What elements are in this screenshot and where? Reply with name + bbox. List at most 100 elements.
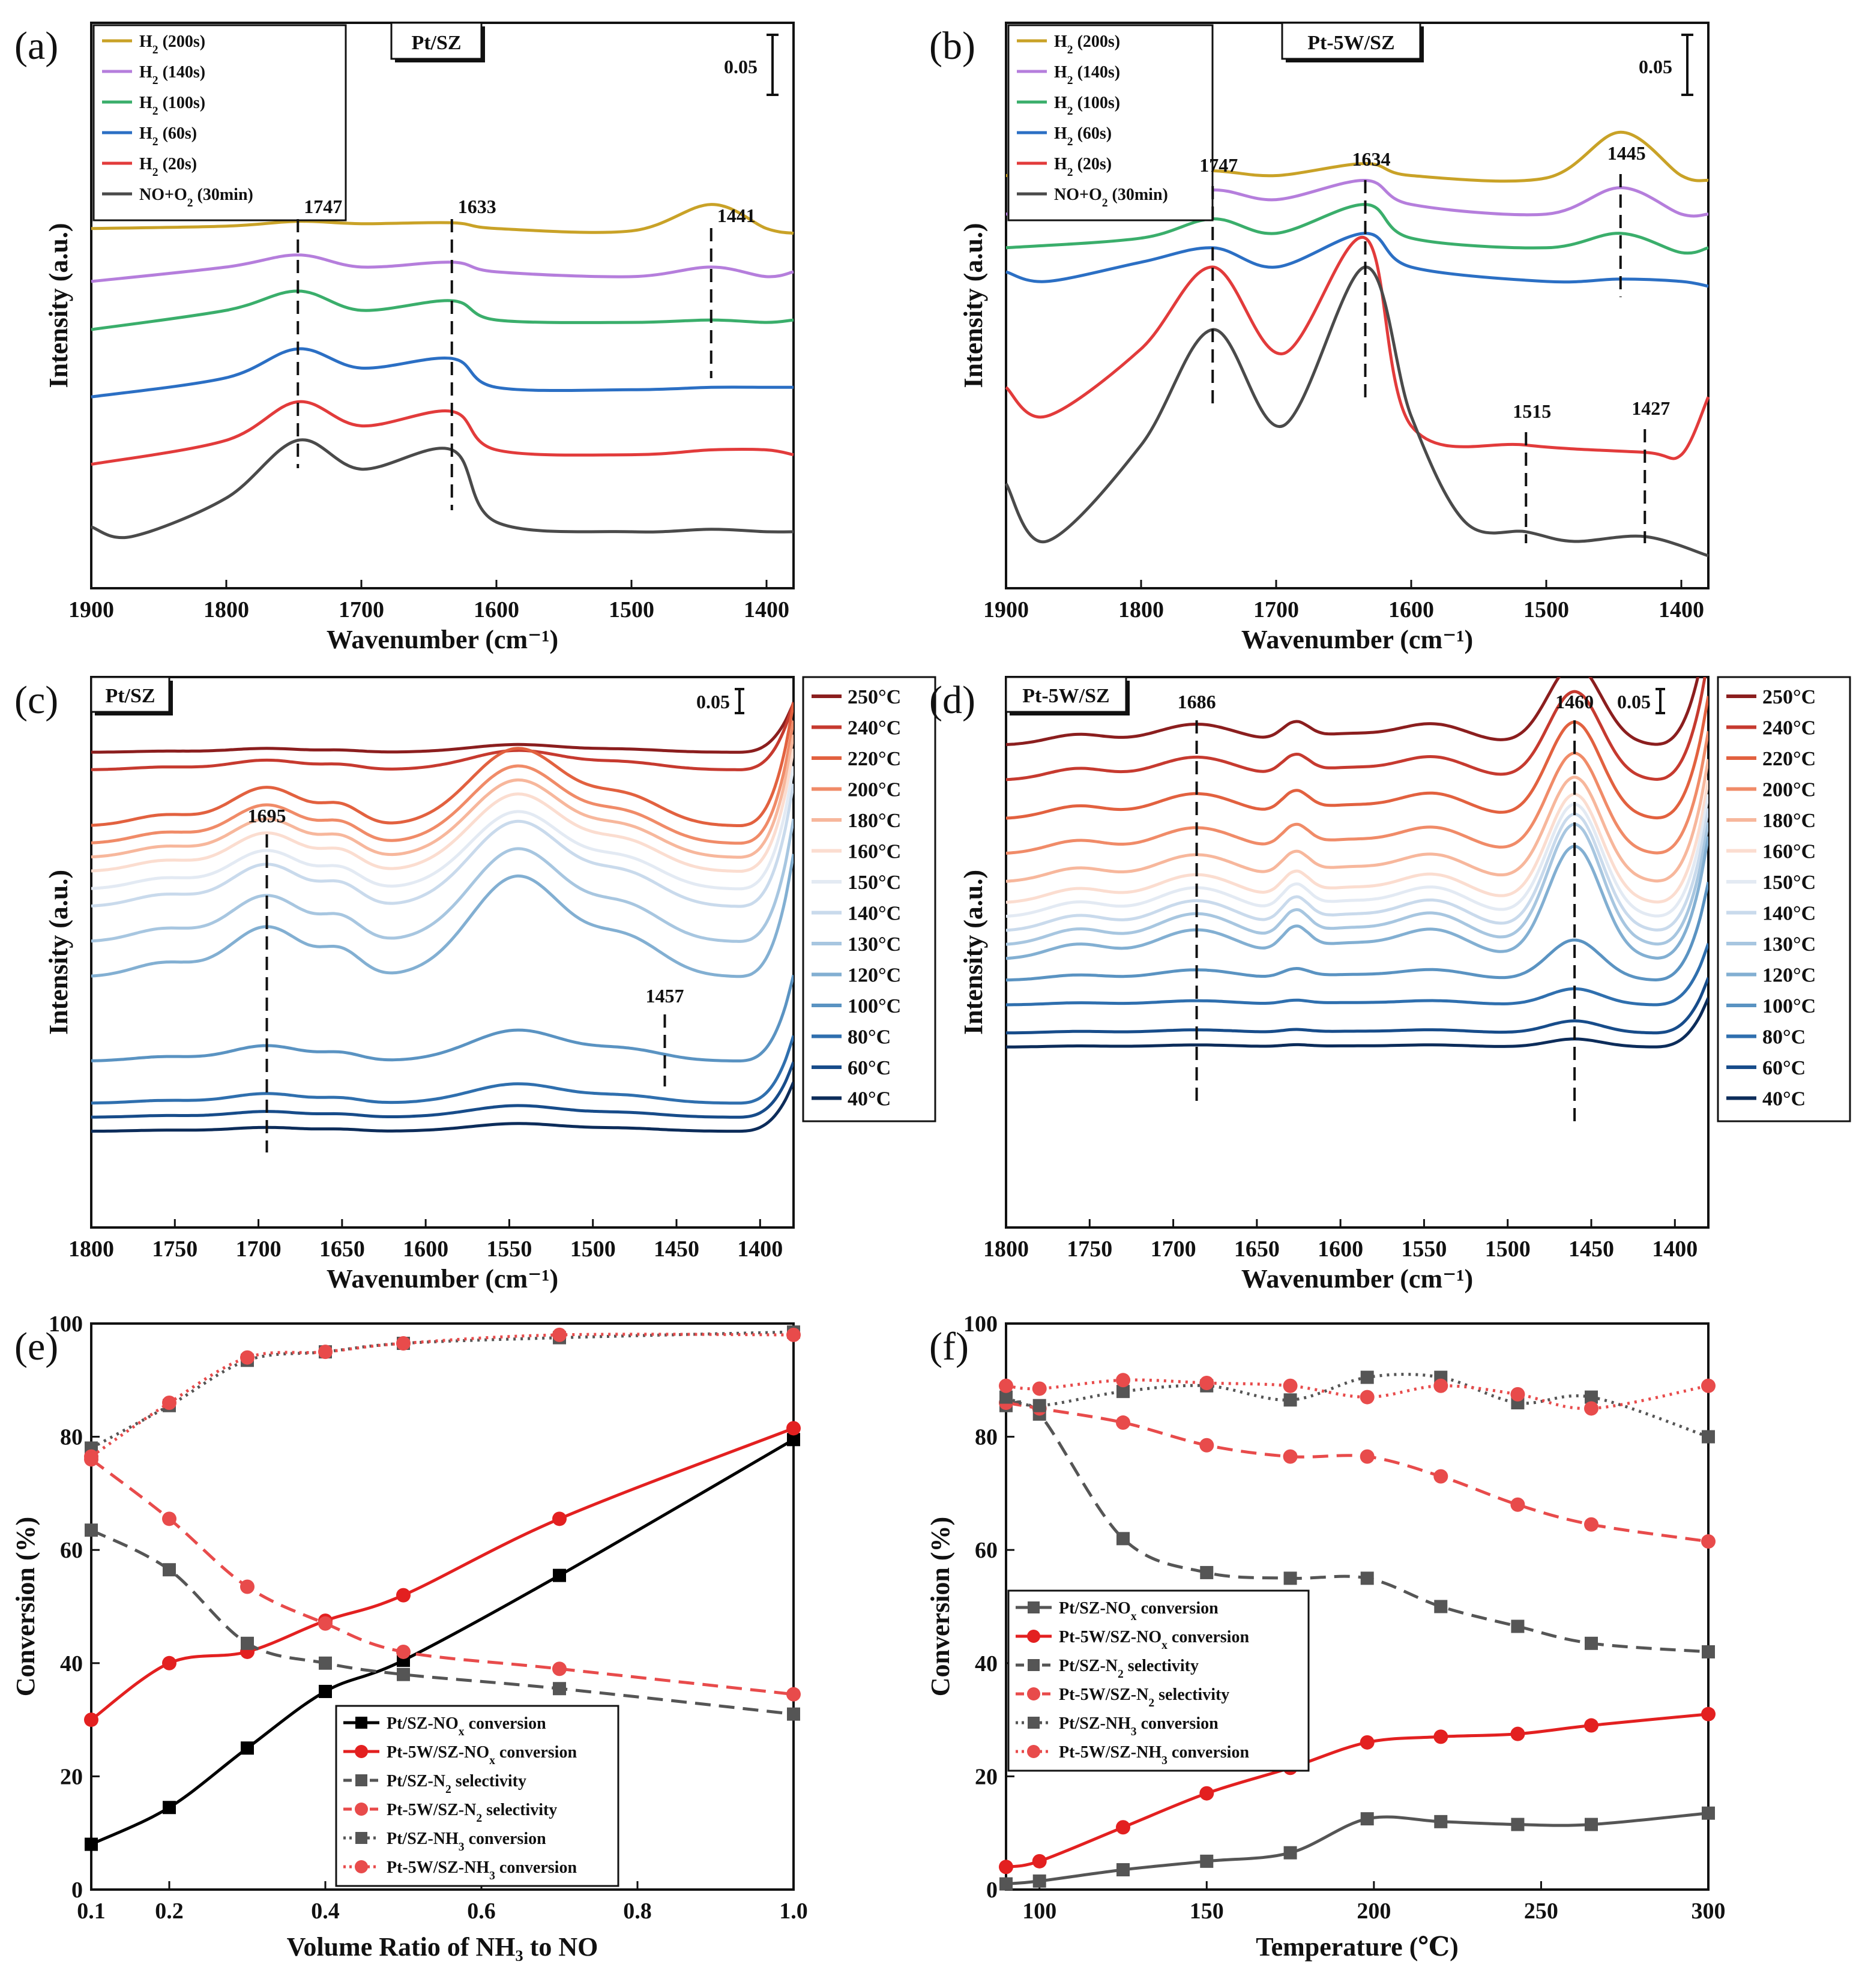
data-point-square <box>1283 1846 1297 1860</box>
legend-label: 40°C <box>848 1088 891 1110</box>
legend-label: Pt-5W/SZ-NOx conversion <box>1059 1628 1249 1652</box>
data-point-circle <box>999 1378 1013 1393</box>
data-point-square <box>1116 1863 1130 1876</box>
panel-label: (b) <box>929 24 975 68</box>
data-point-circle <box>1433 1378 1448 1393</box>
data-point-square <box>1116 1532 1130 1546</box>
data-point-circle <box>162 1396 176 1411</box>
legend-label: 130°C <box>848 933 901 956</box>
legend-marker <box>1027 1745 1040 1758</box>
x-tick-label: 1500 <box>1485 1236 1531 1262</box>
data-point-square <box>1702 1430 1715 1444</box>
legend-label: 160°C <box>848 841 901 863</box>
peak-label: 1747 <box>304 196 342 217</box>
data-point-square <box>999 1877 1013 1891</box>
data-point-square <box>319 1684 332 1698</box>
legend-label: 80°C <box>1762 1026 1806 1049</box>
data-point-circle <box>318 1616 333 1631</box>
legend-label: 80°C <box>848 1026 891 1049</box>
data-point-square <box>1702 1645 1715 1658</box>
data-point-square <box>1434 1600 1448 1613</box>
panel-title: Pt/SZ <box>411 32 461 54</box>
data-point-square <box>241 1741 254 1755</box>
data-point-square <box>1283 1571 1297 1585</box>
data-point-circle <box>1283 1449 1298 1464</box>
legend-label: 60°C <box>1762 1057 1806 1079</box>
x-tick-label: 1450 <box>654 1236 699 1262</box>
panel-a: 1900 1800 1700 1600 1500 1400 (a) Wavenumber (c… <box>14 22 795 654</box>
y-tick-label: 100 <box>963 1312 998 1337</box>
data-point-square <box>1200 1854 1214 1868</box>
series-line-3 <box>91 347 794 399</box>
legend-label: Pt-5W/SZ-NH3 conversion <box>387 1858 577 1882</box>
series-line-4 <box>1005 235 1710 460</box>
series-line-9 <box>1006 836 1708 960</box>
y-axis-title: Conversion (%) <box>926 1517 955 1696</box>
data-point-circle <box>1360 1735 1375 1750</box>
panel-title: Pt-5W/SZ <box>1022 685 1109 707</box>
data-point-square <box>1511 1818 1525 1831</box>
series-line-3 <box>1005 1401 1709 1543</box>
panel-title: Pt-5W/SZ <box>1307 32 1394 54</box>
x-axis-title: Wavenumber (cm⁻¹) <box>327 625 558 654</box>
data-point-circle <box>396 1644 411 1659</box>
x-tick-label: 1400 <box>744 597 789 622</box>
legend-box <box>802 676 936 1122</box>
title-box <box>90 676 170 713</box>
data-point-circle <box>318 1345 333 1360</box>
data-point-circle <box>1584 1401 1598 1416</box>
y-tick-label: 60 <box>60 1538 83 1563</box>
data-point-circle <box>552 1511 567 1526</box>
data-point-square <box>163 1563 176 1577</box>
x-tick-label: 0.2 <box>155 1899 184 1924</box>
x-tick-label: 0.6 <box>467 1899 496 1924</box>
data-point-square <box>1116 1385 1130 1399</box>
x-tick-label: 250 <box>1524 1899 1558 1924</box>
peak-label: 1686 <box>1178 691 1216 712</box>
data-point-circle <box>1199 1786 1214 1801</box>
legend-label: Pt/SZ-N2 selectivity <box>1059 1657 1199 1681</box>
y-tick-label: 60 <box>975 1538 998 1563</box>
x-tick-label: 1400 <box>1652 1236 1698 1262</box>
panel-title: Pt/SZ <box>105 685 155 707</box>
x-tick-label: 1700 <box>339 597 384 622</box>
x-tick-label: 1550 <box>1401 1236 1447 1262</box>
legend-label: H2 (140s) <box>139 63 205 87</box>
panel-label: (c) <box>14 678 58 722</box>
data-point-square <box>241 1636 254 1650</box>
series-line-3 <box>91 720 794 845</box>
y-tick-label: 40 <box>60 1651 83 1676</box>
series-line-0 <box>91 203 794 235</box>
scale-bar-label: 0.05 <box>696 691 730 712</box>
panel-label: (f) <box>929 1325 969 1369</box>
data-point-square <box>553 1682 566 1696</box>
peak-label: 1460 <box>1555 691 1594 712</box>
data-point-square <box>1434 1815 1448 1828</box>
data-point-circle <box>396 1336 411 1351</box>
data-point-circle <box>1360 1390 1375 1405</box>
legend-label: 130°C <box>1762 933 1816 956</box>
series-line-0 <box>91 702 794 754</box>
panel-label: (e) <box>14 1325 58 1369</box>
legend-label: H2 (60s) <box>1054 124 1112 148</box>
series-line-5 <box>91 748 794 873</box>
data-point-square <box>1702 1806 1715 1820</box>
x-axis-title: Temperature (℃) <box>1256 1932 1458 1962</box>
data-point-circle <box>84 1449 98 1464</box>
x-tick-label: 150 <box>1190 1899 1224 1924</box>
series-line-11 <box>91 1035 794 1105</box>
data-point-circle <box>1116 1415 1130 1430</box>
legend-label: 200°C <box>848 779 901 801</box>
series-line-8 <box>1006 822 1708 946</box>
x-tick-label: 1800 <box>1118 597 1164 622</box>
series-line-7 <box>91 783 794 908</box>
x-tick-label: 1800 <box>203 597 249 622</box>
x-tick-label: 1550 <box>486 1236 532 1262</box>
data-point-circle <box>162 1655 176 1670</box>
data-point-circle <box>1510 1726 1525 1741</box>
legend-label: H2 (100s) <box>139 94 205 118</box>
x-tick-label: 100 <box>1022 1899 1056 1924</box>
y-axis-title: Intensity (a.u.) <box>44 870 73 1035</box>
data-point-square <box>1360 1571 1374 1585</box>
x-tick-label: 1900 <box>68 597 114 622</box>
